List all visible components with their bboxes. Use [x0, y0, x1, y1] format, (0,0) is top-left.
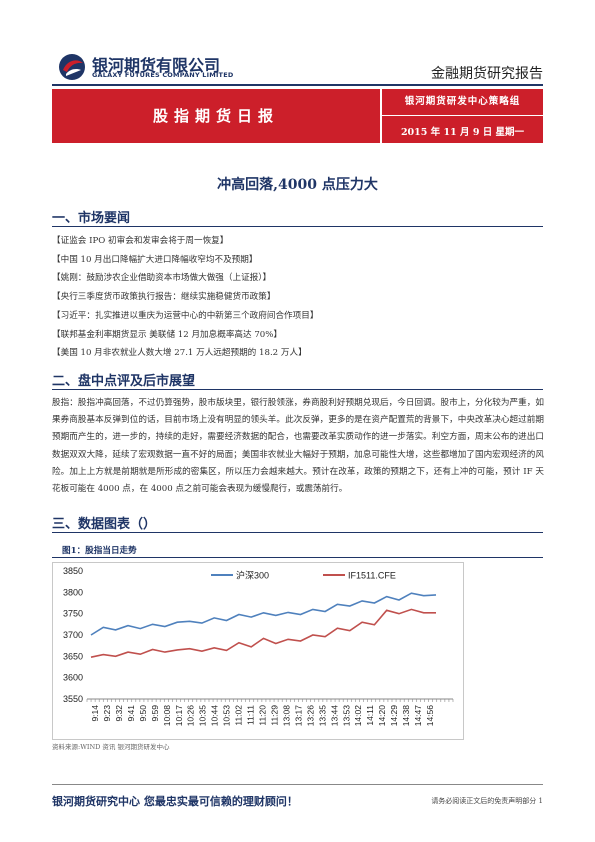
news-item: 【美国 10 月非农就业人数大增 27.1 万人远超预期的 18.2 万人】 — [52, 348, 307, 359]
x-tick-label: 14:56 — [425, 705, 435, 727]
footer-slogan: 银河期货研究中心 您最忠实最可信赖的理财顾问！ — [52, 795, 298, 808]
y-tick-label: 3700 — [63, 630, 83, 640]
report-type: 金融期货研究报告 — [431, 66, 543, 82]
news-item: 【联邦基金利率期货显示 美联储 12 月加息概率高达 70%】 — [52, 329, 283, 340]
chart-source: 资料来源:WIND 资讯 银河期货研发中心 — [52, 743, 170, 751]
y-tick-label: 3650 — [63, 651, 83, 661]
x-tick-label: 13:35 — [317, 705, 327, 727]
x-tick-label: 13:17 — [293, 705, 303, 727]
y-tick-label: 3600 — [63, 673, 83, 683]
news-item: 【证监会 IPO 初审会和发审会将于周一恢复】 — [52, 236, 229, 246]
series-line-1 — [90, 608, 436, 658]
y-tick-label: 3850 — [63, 566, 83, 576]
x-tick-label: 9:23 — [102, 705, 112, 722]
news-item: 【央行三季度货币政策执行报告：继续实施稳健货币政策】 — [52, 292, 276, 303]
x-tick-label: 9:41 — [126, 705, 136, 722]
y-tick-label: 3550 — [63, 694, 83, 704]
page-title: 冲高回落,4000 点压力大 — [217, 177, 378, 193]
section-divider — [52, 226, 543, 227]
x-tick-label: 13:26 — [305, 705, 315, 727]
news-item: 【习近平：扎实推进以重庆为运营中心的中新第三个政府间合作项目】 — [52, 310, 319, 321]
header-divider — [52, 84, 543, 86]
series-line-0 — [90, 592, 437, 636]
x-tick-label: 11:29 — [269, 705, 279, 726]
x-tick-label: 9:32 — [114, 705, 124, 722]
section-divider — [52, 389, 543, 390]
company-name-cn: 银河期货有限公司 — [92, 56, 221, 75]
footer-divider — [52, 784, 543, 785]
x-tick-label: 13:44 — [329, 705, 339, 727]
index-chart-svg: 3550 3600 3650 3700 3750 3800 3850 9:14 9:23 9:32… — [63, 566, 454, 727]
x-tick-label: 9:59 — [150, 705, 160, 722]
x-tick-label: 14:38 — [401, 705, 411, 727]
section-heading-review: 二、盘中点评及后市展望 — [52, 374, 196, 389]
legend-label: 沪深300 — [236, 570, 269, 581]
report-date: 2015 年 11 月 9 日 星期一 — [400, 127, 525, 138]
index-chart: 3550 3600 3650 3700 3750 3800 3850 9:14 9:23 9:32… — [52, 562, 464, 740]
figure-divider — [52, 557, 543, 558]
x-tick-label: 14:11 — [365, 705, 375, 726]
section-heading-charts: 三、数据图表（） — [52, 517, 157, 532]
section-divider — [52, 532, 543, 533]
x-tick-label: 14:02 — [353, 705, 363, 727]
market-commentary: 股指：股指冲高回落，不过仍算强势，股市版块里，银行股领涨，券商股利好预期兑现后，… — [52, 398, 544, 495]
news-item: 【中国 10 月出口降幅扩大进口降幅收窄均不及预期】 — [52, 254, 258, 265]
x-tick-label: 11:20 — [258, 705, 268, 726]
y-tick-label: 3800 — [63, 587, 83, 597]
x-tick-label: 10:44 — [210, 705, 220, 727]
research-org: 银河期货研发中心策略组 — [404, 96, 521, 107]
x-tick-label: 10:08 — [162, 705, 172, 727]
x-tick-label: 14:20 — [377, 705, 387, 727]
x-tick-label: 11:02 — [234, 705, 244, 726]
news-item: 【姚刚：鼓励涉农企业借助资本市场做大做强（上证报）】 — [52, 273, 272, 284]
info-band-divider — [382, 115, 543, 116]
x-tick-label: 10:53 — [222, 705, 232, 727]
legend-label: IF1511.CFE — [348, 571, 396, 581]
figure-title: 图1：股指当日走势 — [62, 546, 137, 556]
section-heading-news: 一、市场要闻 — [52, 211, 131, 226]
footer-disclaimer: 请务必阅读正文后的免责声明部分 1 — [431, 797, 543, 805]
x-tick-label: 10:26 — [186, 705, 196, 727]
x-tick-label: 9:14 — [90, 705, 100, 722]
x-tick-label: 9:50 — [138, 705, 148, 722]
x-tick-label: 10:35 — [198, 705, 208, 727]
x-tick-label: 14:47 — [413, 705, 423, 727]
title-band — [52, 89, 380, 143]
x-tick-label: 10:17 — [174, 705, 184, 727]
x-tick-label: 13:53 — [341, 705, 351, 727]
x-tick-label: 13:08 — [281, 705, 291, 727]
company-name-en: GALAXY FUTURES COMPANY LIMITED — [92, 71, 234, 79]
x-tick-label: 11:11 — [246, 705, 256, 725]
y-tick-label: 3750 — [63, 609, 83, 619]
info-band — [382, 89, 543, 143]
company-logo-icon — [59, 54, 85, 80]
news-list: 【证监会 IPO 初审会和发审会将于周一恢复】 【中国 10 月出口降幅扩大进口… — [52, 232, 552, 363]
report-name: 股指期货日报 — [152, 107, 279, 125]
x-tick-label: 14:29 — [389, 705, 399, 727]
